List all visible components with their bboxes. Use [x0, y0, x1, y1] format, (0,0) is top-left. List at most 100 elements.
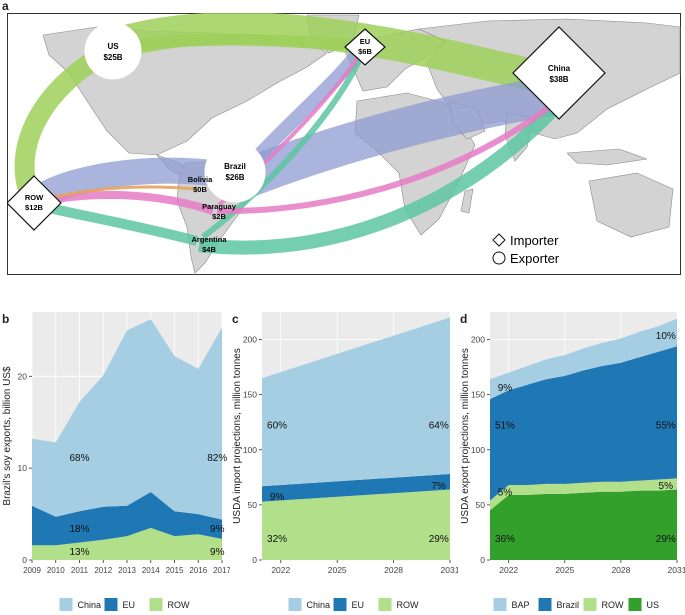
area-china [32, 319, 222, 520]
legend-swatch-bap [493, 598, 507, 611]
x-tick-label: 2031 [668, 565, 685, 575]
y-tick-label: 0 [22, 555, 27, 565]
area-eu [262, 474, 450, 502]
share-label: 9% [210, 547, 225, 558]
y-tick-label: 100 [243, 445, 257, 455]
area-china [262, 317, 450, 487]
x-tick-label: 2025 [555, 565, 574, 575]
share-label: 60% [267, 420, 287, 431]
share-label: 10% [656, 331, 676, 342]
area-row [490, 478, 677, 511]
share-label: 18% [69, 524, 89, 535]
area-bap [490, 318, 677, 400]
brazil-node-circle [204, 141, 266, 203]
x-tick-label: 2022 [499, 565, 518, 575]
share-label: 64% [429, 420, 449, 431]
bolivia-node-name: Bolivia [188, 175, 213, 184]
y-axis-label: USDA import projections, million tonnes [232, 348, 243, 524]
share-label: 13% [69, 547, 89, 558]
y-tick-label: 50 [248, 500, 258, 510]
paraguay-node-value: $2B [212, 212, 226, 221]
share-label: 9% [498, 383, 513, 394]
china-node-diamond [512, 26, 606, 120]
bolivia-node-value: $0B [193, 185, 207, 194]
panel-label-a: a [2, 0, 9, 13]
legend-swatch-china [288, 598, 302, 611]
x-tick-label: 2017 [213, 566, 230, 575]
legend-label-china: China [307, 600, 331, 610]
legend-swatch-eu [104, 598, 118, 611]
area-row [32, 527, 222, 560]
chart-brazil-exports: 68% 82%18% 9%13% 9%2009 2010 2011 2012 2013 2014… [2, 312, 230, 611]
brazil-node-value: $26B [225, 173, 244, 182]
legend-label-row: ROW [397, 600, 420, 610]
panel-label-b: b [2, 312, 10, 326]
share-label: 9% [210, 524, 225, 535]
legend-swatch-brazil [538, 598, 552, 611]
share-label: 51% [495, 420, 515, 431]
flow-us-eu [124, 33, 360, 53]
y-tick-label: 150 [471, 390, 485, 400]
y-tick-label: 20 [18, 371, 28, 381]
panel-label-d: d [460, 312, 468, 326]
panel-label-c: c [232, 312, 239, 326]
importer-legend-label: Importer [510, 233, 559, 248]
x-tick-label: 2012 [94, 566, 112, 575]
share-label: 82% [207, 453, 227, 464]
exporter-legend-label: Exporter [510, 251, 560, 266]
area-brazil [490, 346, 677, 501]
share-label: 7% [431, 481, 446, 492]
us-node-circle [84, 22, 142, 80]
legend-label-row: ROW [168, 600, 191, 610]
legend-label-china: China [78, 600, 102, 610]
legend-label-brazil: Brazil [557, 600, 580, 610]
y-tick-label: 10 [18, 463, 28, 473]
x-tick-label: 2010 [47, 566, 65, 575]
legend-label-bap: BAP [512, 600, 530, 610]
area-row [262, 489, 450, 560]
china-node-name: China [548, 64, 571, 73]
us-node-value: $25B [103, 53, 122, 62]
flow-paraguay-china [216, 98, 559, 215]
flow-argentina-china [198, 98, 565, 255]
chart-import-projections: 60% 64% 9% 7% 32% 29% 2022 2025 2028 2031 0 50 100 15… [232, 312, 458, 611]
legend-label-eu: EU [352, 600, 365, 610]
x-tick-label: 2028 [384, 565, 403, 575]
brazil-node-name: Brazil [224, 162, 246, 171]
map-nodes: US $25B EU $6B China $38B ROW $12B Brazi… [7, 22, 606, 254]
y-tick-label: 0 [252, 555, 257, 565]
y-axis-label: Brazil's soy exports, billion US$ [2, 366, 13, 506]
legend-swatch-us [628, 598, 642, 611]
australia [588, 172, 674, 238]
paraguay-node-name: Paraguay [202, 202, 237, 211]
china-node-value: $38B [549, 75, 568, 84]
madagascar [460, 188, 474, 214]
x-tick-label: 2009 [23, 566, 41, 575]
indonesia [566, 148, 648, 166]
area-eu [32, 492, 222, 546]
y-tick-label: 200 [471, 335, 485, 345]
area-us [490, 489, 677, 560]
x-tick-label: 2028 [611, 565, 630, 575]
legend-swatch-eu [333, 598, 347, 611]
exporter-legend-icon [492, 251, 506, 265]
map-legend: Importer Exporter [492, 233, 560, 266]
eu-node-value: $6B [358, 47, 372, 56]
row-node-name: ROW [25, 193, 44, 202]
y-tick-label: 0 [480, 555, 485, 565]
x-tick-label: 2016 [189, 566, 207, 575]
share-label: 55% [656, 420, 676, 431]
x-tick-label: 2015 [166, 566, 184, 575]
legend-label-eu: EU [123, 600, 136, 610]
row-node-value: $12B [25, 203, 44, 212]
legend-label-row: ROW [602, 600, 625, 610]
chart-export-projections: 9% 10% 51% 55% 5% 5% 36% 29% 2022 2025 2028 2031 0 50… [460, 312, 685, 611]
x-tick-label: 2031 [441, 565, 458, 575]
y-tick-label: 50 [476, 500, 486, 510]
share-label: 29% [656, 534, 676, 545]
y-tick-label: 150 [243, 390, 257, 400]
y-axis-label: USDA export projections, million tonnes [460, 348, 471, 524]
us-node-name: US [107, 42, 119, 51]
eu-node-diamond [344, 28, 386, 66]
y-tick-label: 200 [243, 335, 257, 345]
